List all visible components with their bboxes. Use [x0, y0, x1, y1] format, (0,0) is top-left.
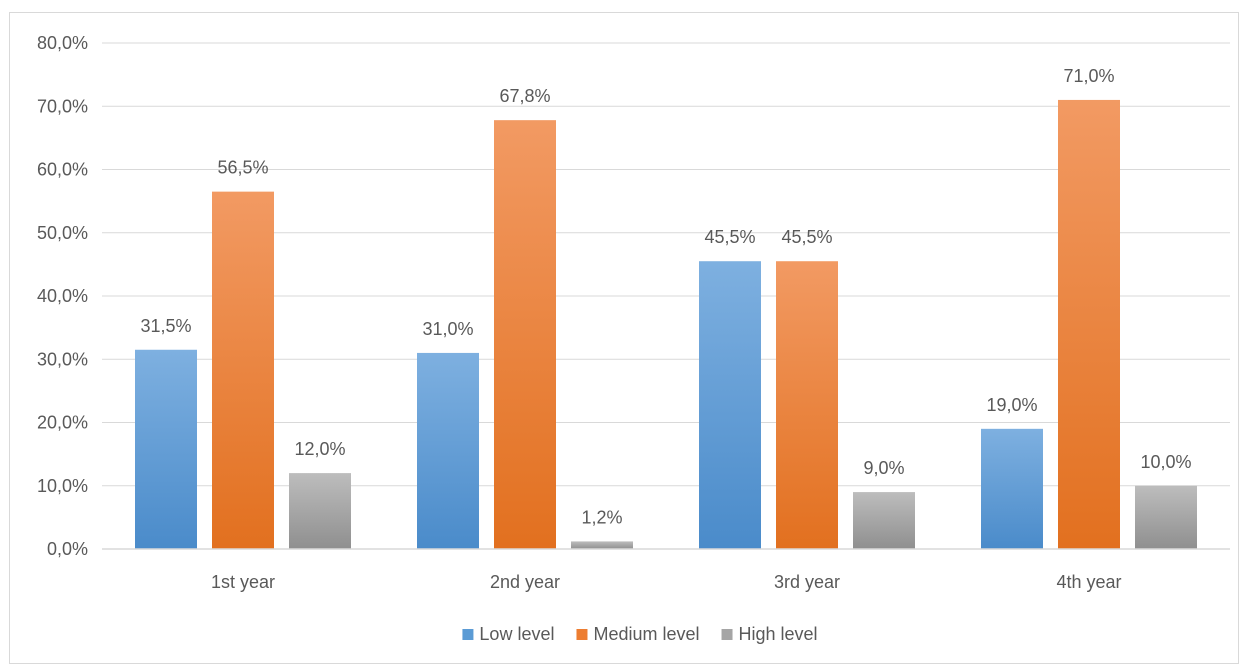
data-label: 67,8%	[499, 86, 550, 106]
bar-medium-level-1st-year	[212, 191, 274, 549]
data-label: 45,5%	[781, 227, 832, 247]
x-tick-label: 4th year	[1056, 572, 1121, 592]
legend-swatch	[462, 629, 474, 640]
legend-item: Low level	[462, 624, 554, 644]
x-tick-label: 3rd year	[774, 572, 840, 592]
bars	[135, 99, 1197, 550]
bar-high-level-2nd-year	[571, 541, 633, 549]
legend-label: Medium level	[593, 624, 699, 644]
bar-medium-level-3rd-year	[776, 261, 838, 549]
legend-label: Low level	[479, 624, 554, 644]
y-tick-label: 50,0%	[37, 223, 88, 243]
bar-high-level-1st-year	[289, 473, 351, 549]
bar-low-level-4th-year	[981, 428, 1043, 549]
legend-item: Medium level	[576, 624, 700, 644]
data-label: 31,0%	[422, 319, 473, 339]
data-label: 10,0%	[1140, 452, 1191, 472]
y-tick-label: 10,0%	[37, 476, 88, 496]
y-axis-tick-labels: 0,0% 10,0% 20,0% 30,0% 40,0% 50,0% 60,0% 70,0% 8…	[37, 33, 88, 559]
bar-low-level-2nd-year	[417, 352, 479, 549]
x-axis-category-labels: 1st year 2nd year 3rd year 4th year	[211, 572, 1122, 592]
x-tick-label: 1st year	[211, 572, 275, 592]
y-tick-label: 30,0%	[37, 349, 88, 369]
y-tick-label: 20,0%	[37, 413, 88, 433]
legend-item: High level	[721, 624, 818, 644]
y-tick-label: 70,0%	[37, 96, 88, 116]
data-label: 56,5%	[217, 158, 268, 178]
data-label: 45,5%	[704, 227, 755, 247]
data-label: 9,0%	[863, 458, 904, 478]
y-tick-label: 80,0%	[37, 33, 88, 53]
x-tick-label: 2nd year	[490, 572, 560, 592]
y-tick-label: 60,0%	[37, 160, 88, 180]
y-tick-label: 40,0%	[37, 286, 88, 306]
bar-low-level-1st-year	[135, 349, 197, 549]
bar-medium-level-2nd-year	[494, 120, 556, 549]
bar-high-level-3rd-year	[853, 492, 915, 549]
bar-high-level-4th-year	[1135, 485, 1197, 549]
data-label: 31,5%	[140, 316, 191, 336]
data-labels: 31,5% 56,5% 12,0% 31,0% 67,8% 1,2% 45,5% 45,5% 9…	[140, 66, 1191, 527]
bar-medium-level-4th-year	[1058, 99, 1120, 550]
data-label: 1,2%	[581, 507, 622, 527]
y-tick-label: 0,0%	[47, 539, 88, 559]
data-label: 19,0%	[986, 395, 1037, 415]
legend-label: High level	[739, 624, 818, 644]
data-label: 12,0%	[294, 439, 345, 459]
data-label: 71,0%	[1063, 66, 1114, 86]
bar-low-level-3rd-year	[699, 261, 761, 549]
legend: Low level Medium level High level	[462, 624, 818, 644]
legend-swatch	[576, 629, 588, 640]
legend-swatch	[721, 629, 733, 640]
